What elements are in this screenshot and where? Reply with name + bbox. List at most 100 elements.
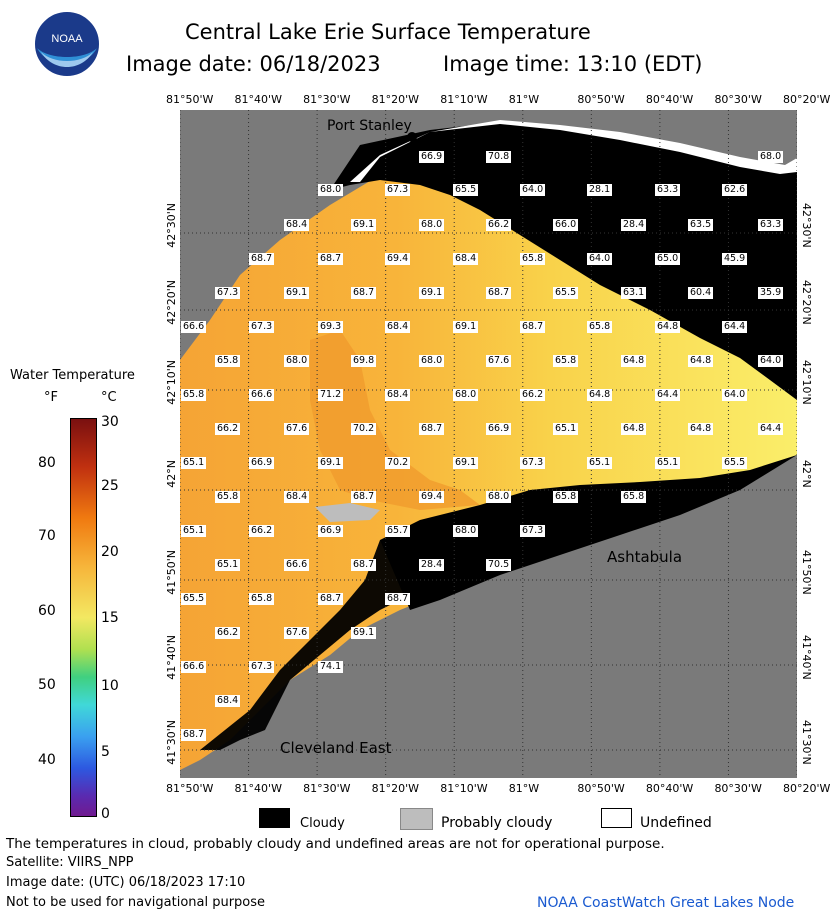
cloud-shore [200,540,430,750]
temperature-label: 65.5 [722,457,748,469]
temperature-label: 66.6 [284,559,310,571]
temperature-label: 64.0 [587,253,613,265]
lon-label-top: 81°50'W [166,93,214,106]
colorbar-tick-f: 80 [38,455,56,471]
temperature-label: 68.7 [181,729,207,741]
temperature-label: 74.1 [318,661,344,673]
temperature-label: 65.5 [553,287,579,299]
temperature-label: 67.6 [284,627,310,639]
map-title: Central Lake Erie Surface Temperature [185,20,591,44]
footer-credit: NOAA CoastWatch Great Lakes Node [537,895,795,911]
temperature-label: 70.5 [486,559,512,571]
temperature-label: 68.0 [453,389,479,401]
lon-label-top: 81°10'W [440,93,488,106]
temperature-label: 28.4 [419,559,445,571]
lon-label-bottom: 81°50'W [166,782,214,795]
colorbar-tick-c: 0 [101,806,110,822]
temperature-label: 66.6 [181,321,207,333]
temperature-label: 64.0 [520,184,546,196]
temperature-label: 65.8 [215,491,241,503]
temperature-label: 64.8 [621,423,647,435]
lon-label-bottom: 80°40'W [645,782,694,795]
temperature-label: 28.4 [621,219,647,231]
image-date: Image date: 06/18/2023 [126,52,381,76]
temperature-label: 69.1 [453,457,479,469]
temperature-label: 68.0 [419,219,445,231]
temperature-label: 68.4 [385,389,411,401]
lon-label-top: 80°50'W [577,93,625,106]
temperature-label: 65.5 [181,593,207,605]
colorbar-tick-c: 5 [101,744,110,760]
probably-cloudy-patch [315,503,380,522]
key-undefined-label: Undefined [640,815,712,831]
temperature-label: 68.7 [520,321,546,333]
lon-label-top: 80°20'W [783,93,831,106]
temperature-label: 65.8 [621,491,647,503]
temperature-label: 63.5 [688,219,714,231]
lon-label-top: 80°30'W [714,93,762,106]
temperature-label: 65.8 [553,491,579,503]
key-cloudy-swatch [259,808,290,828]
temperature-label: 68.7 [351,491,377,503]
lat-label-right: 41°40'N [800,635,813,680]
temperature-label: 28.1 [587,184,613,196]
temperature-label: 67.3 [520,457,546,469]
temperature-label: 69.1 [351,627,377,639]
colorbar-tick-c: 20 [101,544,119,560]
temperature-label: 68.7 [318,593,344,605]
lat-label-right: 41°30'N [800,720,813,765]
lat-label-left: 41°50'N [165,550,178,595]
temperature-label: 70.8 [486,151,512,163]
temperature-label: 63.1 [621,287,647,299]
temperature-label: 64.4 [722,321,748,333]
noaa-logo: NOAA [35,12,99,76]
lon-label-bottom: 81°40'W [234,782,282,795]
temperature-label: 66.2 [520,389,546,401]
temperature-label: 68.7 [351,559,377,571]
lon-label-top: 81°40'W [234,93,282,106]
colorbar-tick-c: 15 [101,610,119,626]
lat-label-right: 42°10'N [800,360,813,405]
temperature-label: 67.6 [284,423,310,435]
temperature-label: 65.8 [520,253,546,265]
temperature-label: 64.8 [688,355,714,367]
key-probably-cloudy-label: Probably cloudy [441,815,553,831]
temperature-label: 67.3 [520,525,546,537]
temperature-label: 66.2 [486,219,512,231]
temperature-label: 68.7 [318,253,344,265]
lat-label-left: 41°40'N [165,635,178,680]
colorbar-tick-c: 30 [101,414,119,430]
lon-label-top: 80°40'W [645,93,694,106]
temperature-label: 65.7 [385,525,411,537]
temperature-label: 65.1 [181,457,207,469]
temperature-label: 66.9 [419,151,445,163]
lon-label-top: 81°20'W [371,93,420,106]
lat-label-left: 42°10'N [165,360,178,405]
colorbar-tick-c: 25 [101,478,119,494]
temperature-label: 66.9 [486,423,512,435]
temperature-label: 68.7 [385,593,411,605]
footer-satellite: Satellite: VIIRS_NPP [6,855,134,870]
sst-map [180,110,797,778]
lon-label-top: 81°30'W [303,93,351,106]
lat-label-right: 42°N [800,460,813,488]
place-ashtabula: Ashtabula [607,548,683,566]
temperature-label: 65.1 [181,525,207,537]
temperature-label: 68.4 [385,321,411,333]
temperature-label: 65.1 [587,457,613,469]
lat-label-right: 41°50'N [800,550,813,595]
temperature-label: 68.7 [419,423,445,435]
temperature-label: 68.7 [486,287,512,299]
lon-label-bottom: 81°30'W [303,782,351,795]
lon-label-bottom: 81°10'W [440,782,488,795]
temperature-label: 68.4 [284,491,310,503]
temperature-label: 66.9 [249,457,275,469]
key-cloudy-label: Cloudy [300,816,345,831]
temperature-label: 68.0 [284,355,310,367]
temperature-label: 68.4 [453,253,479,265]
temperature-label: 67.3 [385,184,411,196]
temperature-label: 66.2 [249,525,275,537]
colorbar-tick-f: 50 [38,677,56,693]
image-time: Image time: 13:10 (EDT) [443,52,703,76]
temperature-label: 64.8 [655,321,681,333]
